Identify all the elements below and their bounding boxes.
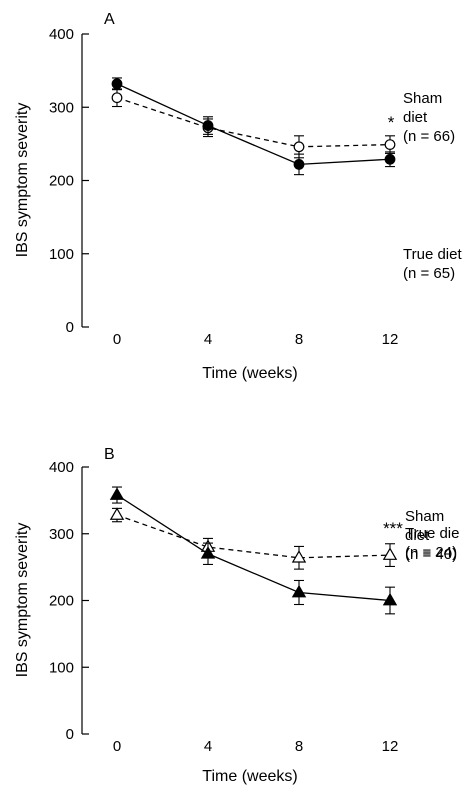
x-tick-label: 4 bbox=[204, 738, 212, 755]
series-line bbox=[116, 494, 391, 602]
series-label-0: True diet (n = 65) bbox=[403, 246, 462, 282]
y-tick-label: 100 bbox=[49, 246, 74, 263]
data-point bbox=[293, 158, 305, 170]
y-tick-label: 0 bbox=[66, 726, 74, 743]
series-label-line: Sham bbox=[403, 90, 442, 107]
significance-marker: *** bbox=[383, 519, 403, 538]
series-label-1: Sham diet (n = 66) bbox=[403, 90, 455, 145]
y-tick-label: 300 bbox=[49, 526, 74, 543]
series-0 bbox=[111, 77, 396, 176]
y-tick-label: 200 bbox=[49, 593, 74, 610]
y-tick-label: 300 bbox=[49, 99, 74, 116]
x-tick-label: 8 bbox=[295, 331, 303, 348]
series-label-line: (n = 40) bbox=[405, 546, 457, 563]
chart-panel-a: 0 100 200 300 400 0 4 8 12 Time (weeks) IBS sympto… bbox=[14, 11, 462, 382]
x-tick-label: 0 bbox=[113, 738, 121, 755]
series-label-line: diet bbox=[403, 109, 428, 126]
series-label-0: True die (n = 24) bbox=[405, 525, 459, 561]
series-label-line: True die bbox=[405, 525, 459, 542]
data-point bbox=[382, 592, 398, 606]
data-point bbox=[111, 92, 123, 104]
data-point bbox=[202, 120, 214, 131]
x-tick-label: 4 bbox=[204, 331, 212, 348]
y-tick-label: 100 bbox=[49, 659, 74, 676]
chart-panel-b: 0 100 200 300 400 0 4 8 12 Time (weeks) IBS sympto… bbox=[14, 446, 459, 785]
data-point bbox=[384, 153, 396, 165]
data-point bbox=[109, 507, 125, 520]
y-tick-label: 0 bbox=[66, 319, 74, 336]
series-0 bbox=[109, 486, 398, 615]
data-point bbox=[382, 547, 398, 560]
data-point bbox=[109, 487, 125, 500]
panel-letter: A bbox=[104, 11, 115, 28]
series-label-line: Sham bbox=[405, 508, 444, 525]
series-label-line: (n = 65) bbox=[403, 265, 455, 282]
x-tick-label: 0 bbox=[113, 331, 121, 348]
series-1 bbox=[111, 88, 396, 159]
y-tick-label: 200 bbox=[49, 173, 74, 190]
y-axis-title: IBS symptom severity bbox=[14, 523, 31, 678]
series-line bbox=[116, 83, 391, 166]
data-point bbox=[200, 546, 216, 559]
series-label-line: (n = 66) bbox=[403, 128, 455, 145]
series-label-line: True diet bbox=[403, 246, 462, 263]
data-point bbox=[293, 141, 305, 153]
series-label-line: diet bbox=[405, 527, 430, 544]
series-line bbox=[116, 514, 391, 559]
series-label-line: (n = 24) bbox=[405, 544, 457, 561]
series-1 bbox=[109, 507, 398, 570]
x-axis-title: Time (weeks) bbox=[202, 768, 297, 785]
y-tick-label: 400 bbox=[49, 459, 74, 476]
data-point bbox=[291, 550, 307, 563]
series-label-1: Sham diet (n = 40) bbox=[405, 508, 457, 563]
series-line bbox=[116, 97, 391, 148]
panel-letter: B bbox=[104, 446, 115, 463]
x-axis-title: Time (weeks) bbox=[202, 365, 297, 382]
x-tick-label: 12 bbox=[382, 738, 399, 755]
data-point bbox=[111, 78, 123, 90]
x-tick-label: 8 bbox=[295, 738, 303, 755]
significance-marker: * bbox=[388, 113, 395, 132]
y-tick-label: 400 bbox=[49, 26, 74, 43]
data-point bbox=[384, 139, 396, 151]
x-tick-label: 12 bbox=[382, 331, 399, 348]
y-axis-title: IBS symptom severity bbox=[14, 103, 31, 258]
data-point bbox=[291, 584, 307, 598]
